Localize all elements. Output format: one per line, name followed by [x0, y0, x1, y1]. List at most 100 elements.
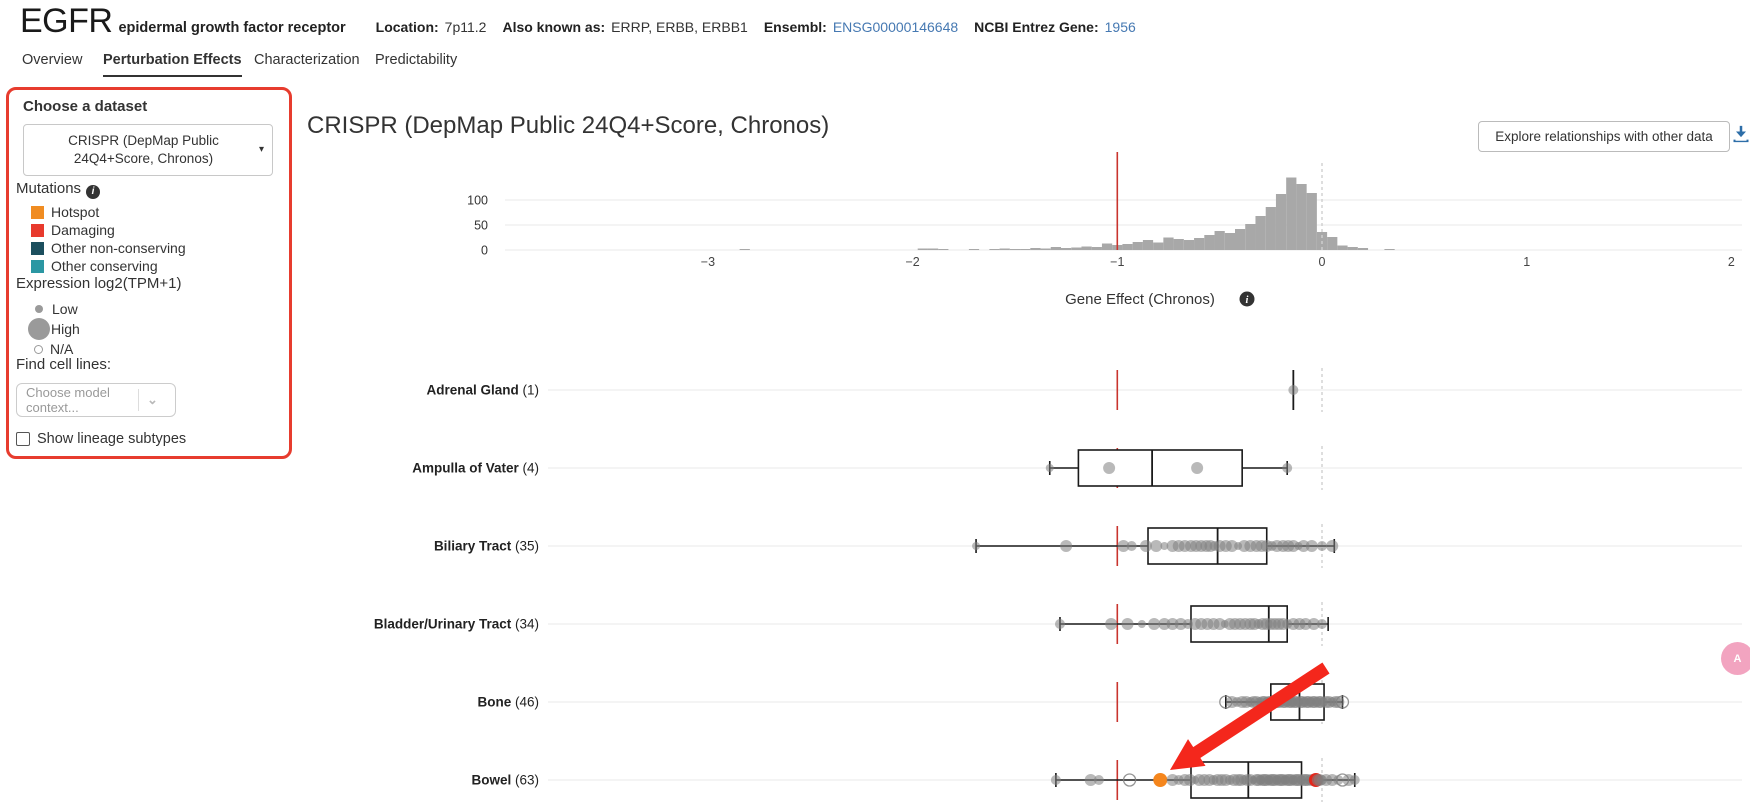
floating-widget-button[interactable]: A [1721, 642, 1750, 675]
cell-line-point[interactable] [1121, 618, 1134, 630]
legend-item-damaging: Damaging [31, 222, 115, 238]
histogram-bar [1061, 248, 1072, 250]
y-axis-tick-label: 0 [481, 244, 488, 258]
histogram-bar [1235, 229, 1246, 250]
x-axis-tick-label: −3 [701, 255, 715, 269]
x-axis-tick-label: 2 [1728, 255, 1735, 269]
histogram-bar [1132, 242, 1143, 250]
model-context-combobox[interactable]: Choose model context... ⌄ [16, 383, 176, 417]
cell-line-point[interactable] [1174, 618, 1187, 630]
mutations-label: Mutations i [16, 180, 101, 199]
cell-line-point[interactable] [1103, 462, 1116, 474]
tab-characterization[interactable]: Characterization [254, 52, 360, 68]
histogram-bar [1081, 246, 1092, 250]
damaging-swatch [31, 223, 44, 237]
info-icon[interactable]: i [86, 185, 101, 199]
cell-line-point[interactable] [1139, 540, 1152, 552]
cell-line-point[interactable] [1326, 540, 1339, 552]
cell-line-point[interactable] [1148, 618, 1161, 630]
cell-line-point[interactable] [1225, 540, 1238, 552]
non-conserving-swatch [31, 241, 44, 255]
cell-line-point[interactable] [1126, 541, 1137, 551]
cell-line-point[interactable] [1160, 542, 1169, 550]
gene-symbol: EGFR [20, 2, 113, 40]
tab-predictability[interactable]: Predictability [375, 52, 458, 68]
ensembl-label: Ensembl: [763, 19, 827, 35]
entrez-link[interactable]: 1956 [1104, 19, 1136, 35]
dataset-dropdown-button[interactable]: CRISPR (DepMap Public 24Q4+Score, Chrono… [23, 124, 273, 176]
cell-line-point[interactable] [1333, 775, 1344, 785]
info-icon-glyph: i [1246, 295, 1249, 306]
lineage-row: Bladder/Urinary Tract (34) [374, 602, 1742, 646]
histogram-bar [1275, 194, 1287, 250]
cell-line-point[interactable] [1317, 619, 1327, 629]
histogram-bar [1101, 243, 1113, 250]
cell-line-point[interactable] [1117, 540, 1130, 552]
cell-line-point[interactable] [1137, 620, 1146, 628]
cell-line-point[interactable] [1288, 385, 1299, 395]
cell-line-point[interactable] [972, 542, 981, 550]
dataset-dropdown-label: CRISPR (DepMap Public 24Q4+Score, Chrono… [68, 133, 219, 166]
histogram-bar [917, 248, 928, 250]
category-label: Adrenal Gland (1) [426, 383, 539, 398]
cell-line-point[interactable] [1060, 540, 1073, 552]
histogram-bar [1163, 237, 1174, 250]
y-axis-tick-label: 100 [467, 194, 488, 208]
cell-line-point[interactable] [1050, 775, 1061, 785]
show-lineage-subtypes-row[interactable]: Show lineage subtypes [16, 431, 186, 447]
explore-relationships-button[interactable]: Explore relationships with other data [1478, 121, 1730, 152]
histogram-bar [1286, 177, 1297, 250]
histogram-bar [938, 249, 949, 250]
histogram-bar [739, 249, 750, 250]
cell-line-point[interactable] [1191, 462, 1204, 474]
info-icon[interactable] [1239, 291, 1255, 307]
category-label: Biliary Tract (35) [434, 539, 539, 554]
legend-item-other-conserving: Other conserving [31, 258, 158, 274]
ensembl-link[interactable]: ENSG00000146648 [832, 19, 959, 35]
category-label: Bladder/Urinary Tract (34) [374, 617, 539, 632]
histogram-bar [1337, 245, 1348, 250]
x-axis-title: Gene Effect (Chronos) [1065, 291, 1215, 308]
cell-line-point-hotspot[interactable] [1153, 773, 1168, 787]
download-icon[interactable] [1731, 124, 1750, 144]
cell-line-point[interactable] [1045, 464, 1054, 472]
cell-line-point[interactable] [1084, 774, 1097, 786]
gene-full-name: epidermal growth factor receptor [118, 20, 346, 36]
legend-item-other-non-conserving: Other non-conserving [31, 240, 186, 256]
lineage-row: Bone (46) [477, 680, 1742, 724]
tab-perturbation-effects[interactable]: Perturbation Effects [103, 52, 242, 77]
cell-line-point[interactable] [1150, 540, 1163, 552]
model-context-placeholder: Choose model context... [26, 385, 110, 415]
cell-line-point[interactable] [1332, 696, 1345, 708]
cell-line-point[interactable] [1349, 775, 1360, 785]
histogram-bar [1050, 247, 1062, 250]
histogram-bar [1306, 193, 1317, 250]
dataset-title: CRISPR (DepMap Public 24Q4+Score, Chrono… [307, 112, 830, 139]
cell-line-point[interactable] [1305, 540, 1318, 552]
cell-line-point-na[interactable] [1122, 773, 1137, 787]
cell-line-point[interactable] [1307, 618, 1320, 630]
expression-label: Expression log2(TPM+1) [16, 275, 182, 292]
cell-line-point[interactable] [1054, 619, 1065, 629]
chevron-down-icon[interactable]: ⌄ [147, 392, 158, 407]
cell-line-point[interactable] [1282, 463, 1293, 473]
show-lineage-checkbox[interactable] [16, 432, 30, 446]
box [1077, 449, 1243, 487]
histogram-bar [968, 249, 980, 250]
legend-item-hotspot: Hotspot [31, 204, 99, 220]
cell-line-point-na[interactable] [1335, 695, 1350, 709]
y-axis-tick-label: 50 [474, 219, 488, 233]
cell-line-point[interactable] [1105, 618, 1118, 630]
category-label: Bone (46) [477, 695, 539, 710]
histogram-bar [1384, 249, 1395, 250]
cell-line-point[interactable] [1317, 541, 1327, 551]
high-expression-dot [28, 318, 50, 340]
cell-line-point[interactable] [1093, 775, 1104, 785]
histogram-bar [1020, 249, 1031, 250]
histogram-bar [1194, 238, 1205, 250]
dataset-options-panel: Choose a dataset CRISPR (DepMap Public 2… [6, 87, 292, 459]
tab-overview[interactable]: Overview [22, 52, 83, 68]
x-axis-tick-label: 1 [1523, 255, 1530, 269]
histogram-bar [1071, 247, 1082, 250]
